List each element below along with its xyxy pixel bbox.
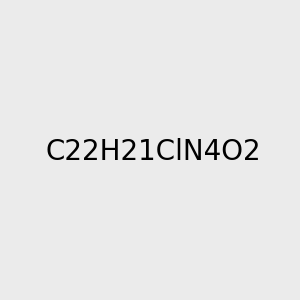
Text: C22H21ClN4O2: C22H21ClN4O2 [46,137,262,166]
